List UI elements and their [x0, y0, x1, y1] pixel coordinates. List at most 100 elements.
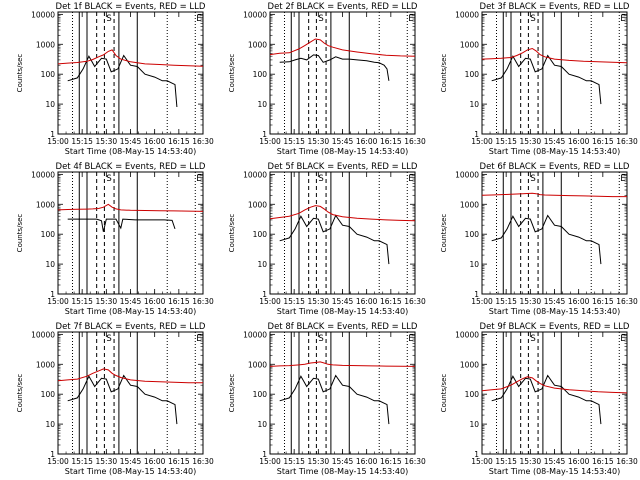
x-axis-label: Start Time (08-May-15 14:53:40)	[489, 467, 620, 476]
y-axis-label: Counts/sec	[16, 54, 24, 93]
y-tick-label: 1000	[248, 360, 267, 369]
marker-label-s: S	[318, 174, 323, 184]
marker-label-e: E	[196, 174, 201, 184]
x-tick-label: 15:15	[71, 457, 93, 466]
x-tick-label: 16:15	[592, 457, 614, 466]
y-tick-label: 10000	[455, 170, 479, 179]
y-tick-label: 10	[45, 420, 55, 429]
panel-2: Det 2f BLACK = Events, RED = LLD 1 10 100 10…	[228, 2, 426, 156]
y-tick-label: 100	[465, 390, 480, 399]
y-tick-label: 10000	[31, 170, 55, 179]
x-tick-label: 15:15	[495, 457, 517, 466]
y-tick-label: 1000	[460, 200, 479, 209]
series-lld-line	[481, 47, 628, 64]
x-tick-label: 16:00	[144, 297, 166, 306]
marker-label-e: E	[196, 334, 201, 344]
x-axis-label: Start Time (08-May-15 14:53:40)	[489, 147, 620, 156]
y-axis-label: Counts/sec	[16, 214, 24, 253]
x-tick-label: 16:30	[192, 137, 214, 146]
x-tick-label: 15:30	[520, 137, 542, 146]
panel-9: Det 9f BLACK = Events, RED = LLD 1 10 100 10…	[440, 322, 638, 476]
x-tick-label: 15:30	[308, 137, 330, 146]
y-tick-label: 1	[50, 130, 55, 139]
panel-title: Det 3f BLACK = Events, RED = LLD	[480, 2, 630, 12]
x-tick-label: 15:30	[96, 457, 118, 466]
series-lld-line	[57, 368, 203, 384]
series-events-line	[279, 374, 390, 425]
x-tick-label: 16:00	[568, 137, 590, 146]
panel-7: Det 7f BLACK = Events, RED = LLD 1 10 100 10…	[16, 322, 214, 476]
x-tick-label: 16:00	[144, 457, 166, 466]
x-tick-label: 16:30	[616, 297, 638, 306]
x-tick-label: 15:15	[495, 297, 517, 306]
x-tick-label: 15:45	[332, 297, 354, 306]
x-tick-label: 15:30	[96, 297, 118, 306]
x-tick-label: 16:15	[168, 137, 190, 146]
panel-1: Det 1f BLACK = Events, RED = LLD 1 10 100 10…	[16, 2, 214, 156]
x-tick-label: 15:00	[47, 457, 69, 466]
x-tick-label: 16:30	[192, 457, 214, 466]
x-tick-label: 16:15	[380, 297, 402, 306]
marker-label-e: E	[196, 14, 201, 24]
marker-label-s: S	[530, 334, 535, 344]
y-tick-label: 100	[465, 230, 480, 239]
y-tick-label: 1	[50, 290, 55, 299]
x-tick-label: 16:30	[616, 137, 638, 146]
marker-label-s: S	[530, 14, 535, 24]
marker-label-e: E	[620, 14, 625, 24]
x-tick-label: 15:00	[47, 297, 69, 306]
x-tick-label: 15:00	[471, 457, 493, 466]
x-tick-label: 15:30	[96, 137, 118, 146]
x-axis-label: Start Time (08-May-15 14:53:40)	[65, 467, 196, 476]
y-tick-label: 10000	[31, 330, 55, 339]
series-lld-line	[57, 49, 204, 67]
y-tick-label: 1000	[36, 40, 55, 49]
x-tick-label: 15:00	[259, 137, 281, 146]
x-axis-label: Start Time (08-May-15 14:53:40)	[65, 307, 196, 316]
marker-label-s: S	[106, 174, 111, 184]
x-tick-label: 15:45	[120, 297, 142, 306]
x-tick-label: 16:15	[168, 457, 190, 466]
x-tick-label: 16:15	[380, 137, 402, 146]
series-lld-line	[481, 376, 628, 394]
y-tick-label: 10	[257, 260, 267, 269]
y-tick-label: 100	[41, 230, 56, 239]
x-axis-label: Start Time (08-May-15 14:53:40)	[489, 307, 620, 316]
y-tick-label: 1	[474, 450, 479, 459]
x-tick-label: 15:30	[308, 457, 330, 466]
y-tick-label: 1000	[36, 200, 55, 209]
series-events-line	[279, 54, 390, 81]
y-tick-label: 1000	[248, 200, 267, 209]
y-tick-label: 10000	[243, 10, 267, 19]
panel-3: Det 3f BLACK = Events, RED = LLD 1 10 100 10…	[440, 2, 638, 156]
panel-5: Det 5f BLACK = Events, RED = LLD 1 10 100 10…	[228, 162, 426, 316]
marker-label-e: E	[620, 174, 625, 184]
series-events-line	[491, 374, 602, 425]
y-tick-label: 1000	[460, 360, 479, 369]
panel-title: Det 4f BLACK = Events, RED = LLD	[56, 162, 206, 172]
y-tick-label: 10	[469, 420, 479, 429]
marker-label-s: S	[530, 174, 535, 184]
y-tick-label: 100	[41, 390, 56, 399]
panel-title: Det 6f BLACK = Events, RED = LLD	[480, 162, 630, 172]
series-events-line	[67, 374, 178, 425]
x-tick-label: 15:15	[283, 137, 305, 146]
y-tick-label: 10	[45, 260, 55, 269]
marker-label-e: E	[408, 174, 413, 184]
y-tick-label: 1000	[460, 40, 479, 49]
x-tick-label: 16:15	[168, 297, 190, 306]
y-tick-label: 100	[253, 230, 268, 239]
x-tick-label: 15:00	[471, 297, 493, 306]
x-tick-label: 15:00	[259, 297, 281, 306]
series-events-line	[67, 218, 176, 232]
panel-title: Det 7f BLACK = Events, RED = LLD	[56, 322, 206, 332]
x-tick-label: 16:30	[616, 457, 638, 466]
marker-label-s: S	[318, 14, 323, 24]
x-axis-label: Start Time (08-May-15 14:53:40)	[65, 147, 196, 156]
series-lld-line	[269, 205, 416, 222]
series-lld-line	[481, 192, 627, 198]
x-tick-label: 16:00	[568, 457, 590, 466]
x-tick-label: 15:45	[544, 297, 566, 306]
panel-title: Det 1f BLACK = Events, RED = LLD	[56, 2, 206, 12]
x-tick-label: 16:00	[144, 137, 166, 146]
